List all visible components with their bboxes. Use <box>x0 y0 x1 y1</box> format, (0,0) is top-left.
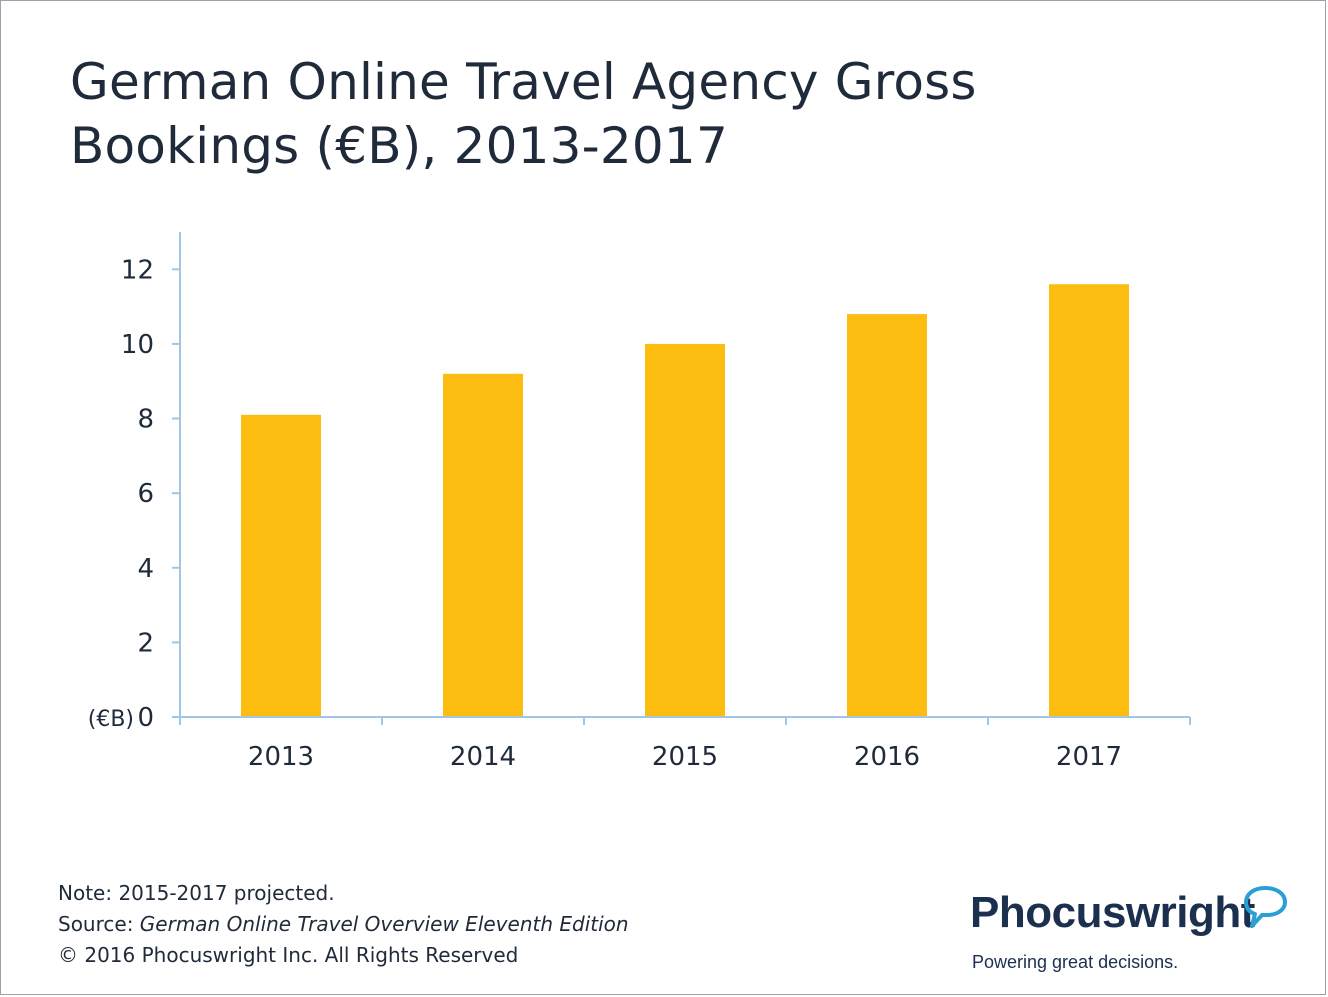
logo-wordmark: Phocuswright <box>970 888 1255 937</box>
bar-2017 <box>1049 284 1129 717</box>
footer-source-prefix: Source: <box>58 912 140 936</box>
speech-bubble-icon <box>1244 886 1287 928</box>
x-tick-label-2013: 2013 <box>248 742 314 772</box>
x-tick-label-2017: 2017 <box>1056 742 1122 772</box>
footer-source-title: German Online Travel Overview Eleventh E… <box>139 912 629 936</box>
logo-tagline: Powering great decisions. <box>972 952 1179 972</box>
bar-2016 <box>847 314 927 717</box>
y-tick-label-4: 4 <box>137 554 154 584</box>
bar-2015 <box>645 343 725 717</box>
chart-title-line-1: German Online Travel Agency Gross <box>70 53 977 111</box>
footer-source: Source: German Online Travel Overview El… <box>58 909 629 940</box>
y-tick-label-0: 0 <box>137 703 154 733</box>
footer-copyright: © 2016 Phocuswright Inc. All Rights Rese… <box>58 943 519 967</box>
y-tick-label-10: 10 <box>121 330 154 360</box>
footer-note: Note: 2015-2017 projected. <box>58 881 335 905</box>
y-tick-label-6: 6 <box>137 479 154 509</box>
y-tick-label-12: 12 <box>121 255 154 285</box>
chart-footer: Note: 2015-2017 projected. Source: Germa… <box>58 878 629 971</box>
y-tick-label-8: 8 <box>137 405 154 435</box>
chart-title: German Online Travel Agency Gross Bookin… <box>70 50 1070 178</box>
phocuswright-logo: Phocuswright Powering great decisions. <box>970 886 1300 978</box>
y-tick-label-2: 2 <box>137 628 154 658</box>
y-unit-label: (€B) <box>88 707 134 732</box>
x-tick-label-2015: 2015 <box>652 742 718 772</box>
bar-2013 <box>241 414 321 717</box>
chart-title-line-2: Bookings (€B), 2013-2017 <box>70 117 728 175</box>
bar-2014 <box>443 373 523 717</box>
x-tick-label-2014: 2014 <box>450 742 516 772</box>
x-tick-label-2016: 2016 <box>854 742 920 772</box>
